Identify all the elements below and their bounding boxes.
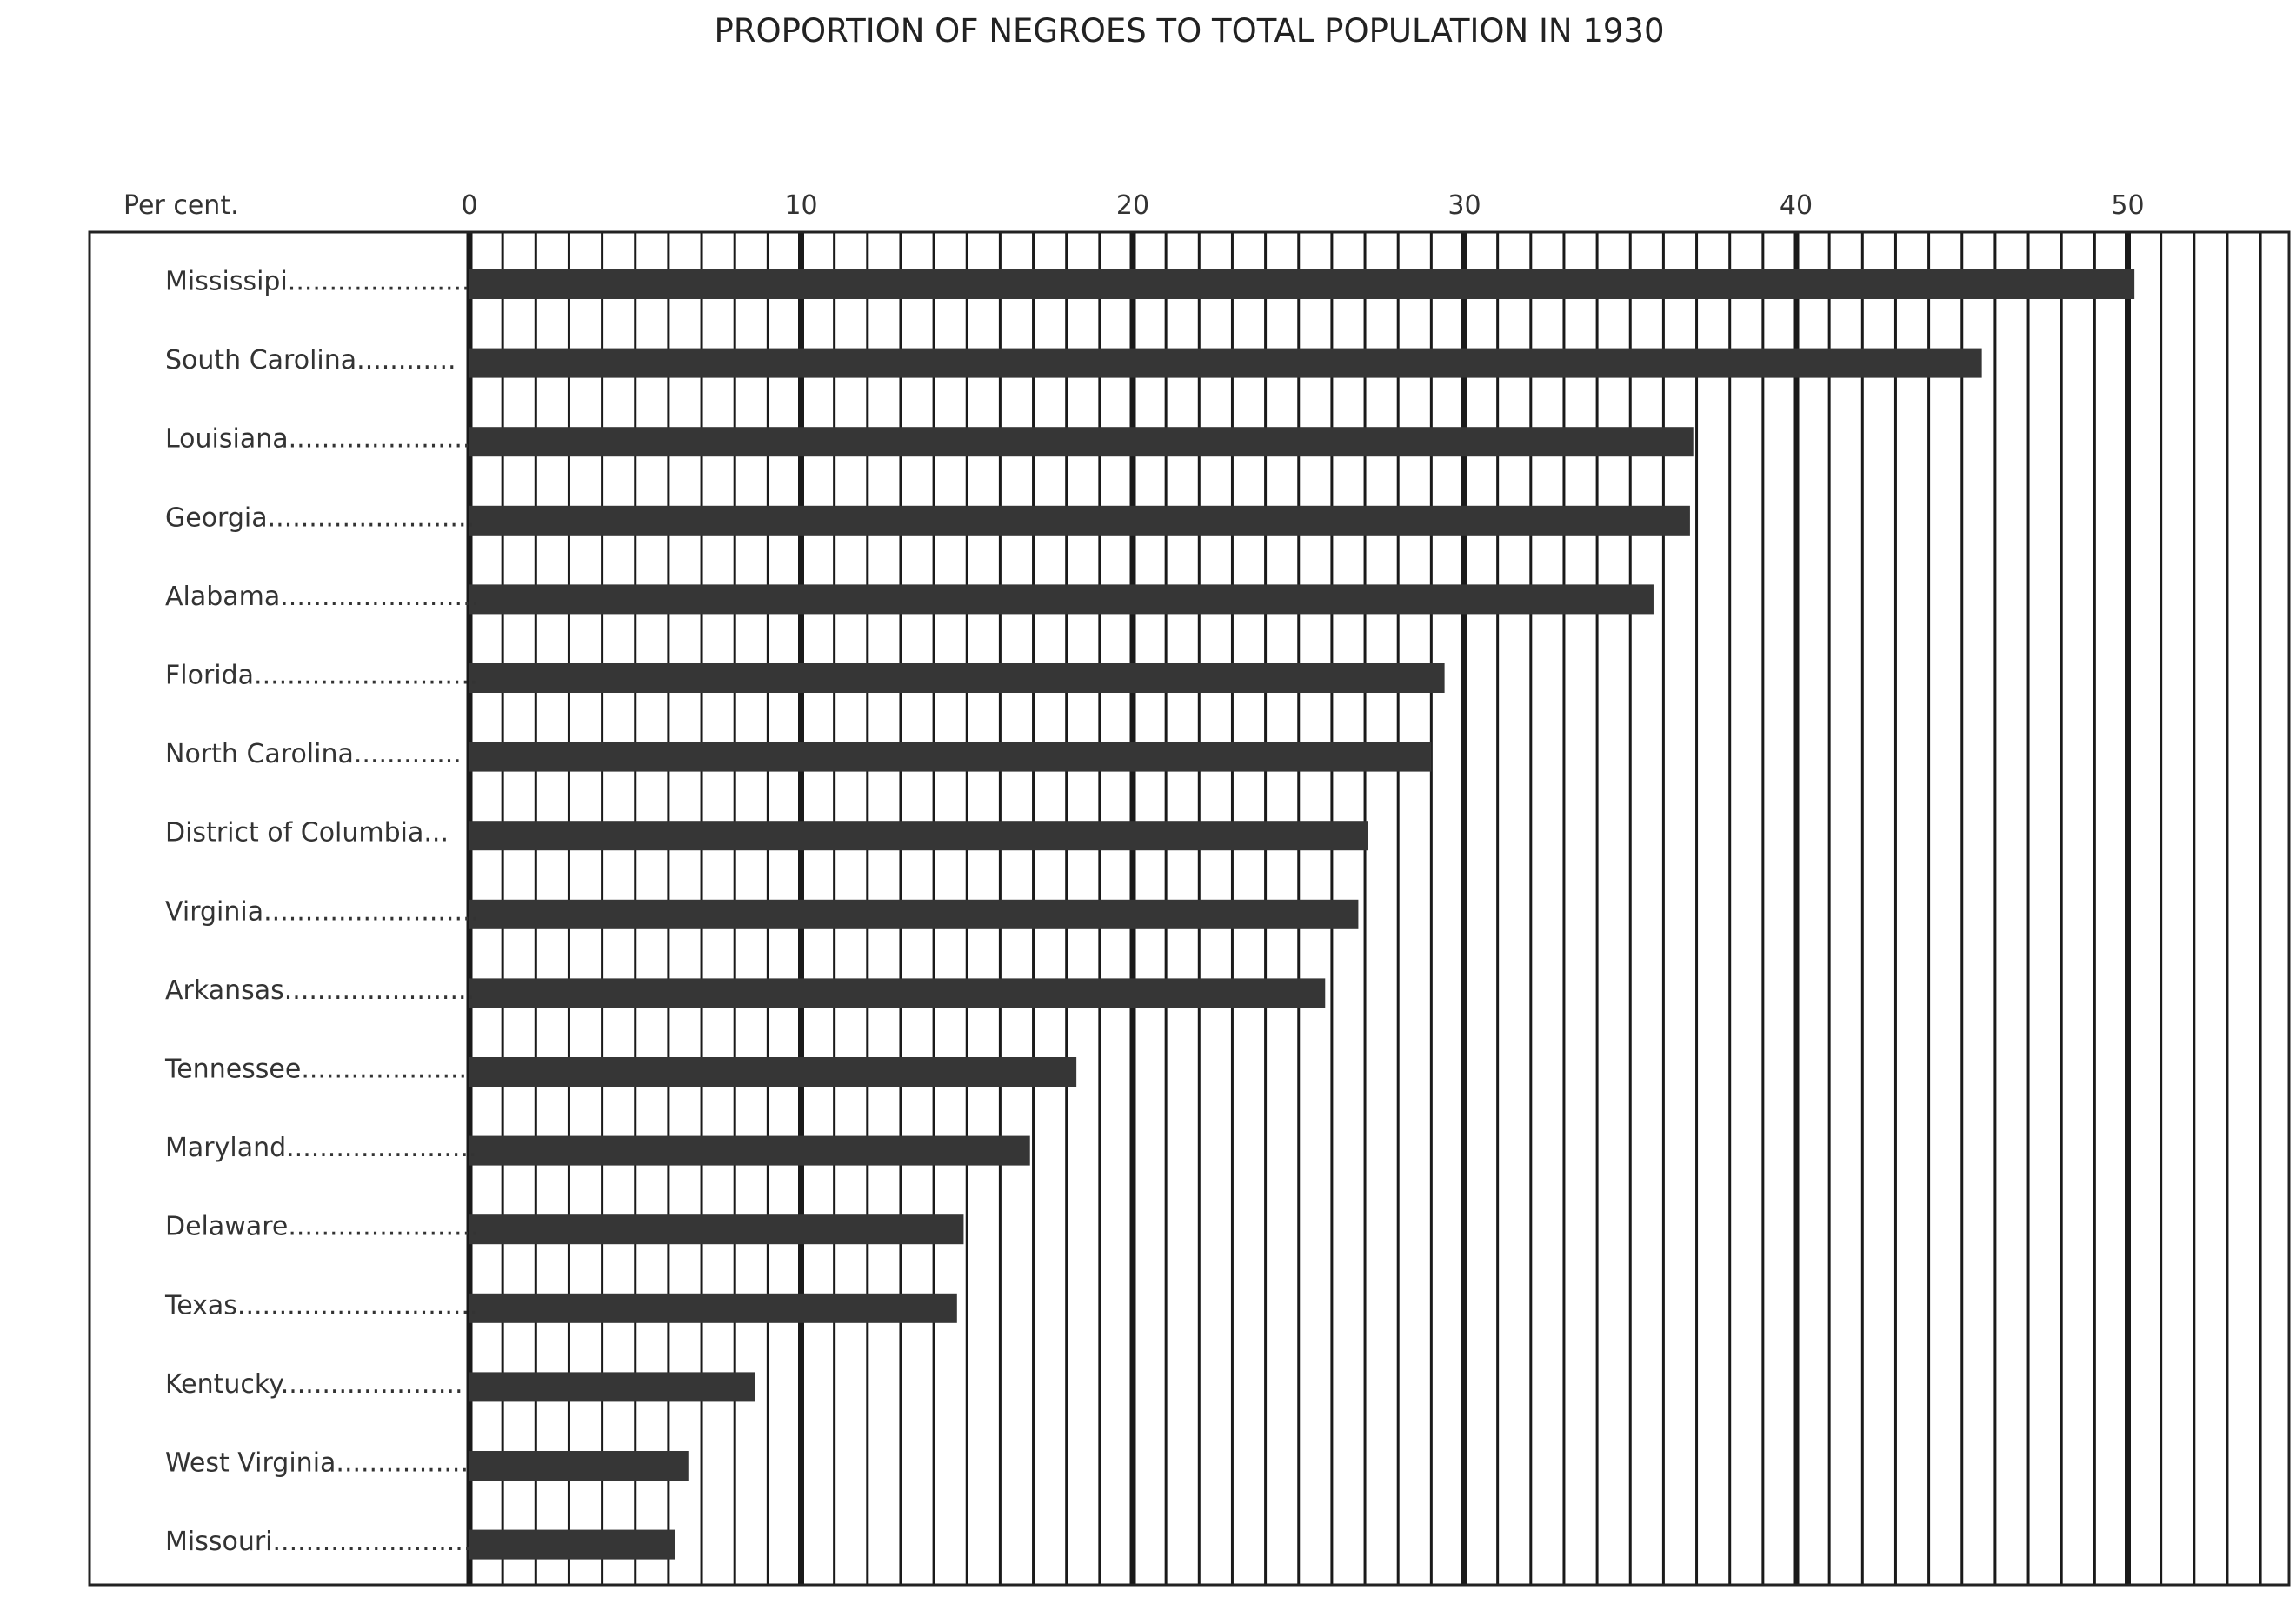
category-label: Texas............................. [164, 1290, 477, 1321]
bar [469, 1135, 1030, 1166]
plot-frame [88, 230, 2291, 1587]
x-tick-label: 10 [784, 190, 817, 221]
bars [469, 269, 2135, 1560]
category-label: Florida........................... [165, 661, 478, 691]
x-axis-label: Per cent. [123, 190, 239, 221]
x-tick-label: 40 [1780, 190, 1813, 221]
x-tick-label: 0 [461, 190, 477, 221]
category-label: Arkansas....................... [165, 975, 475, 1006]
category-labels: Mississipi...................... South Ca… [164, 267, 479, 1558]
category-label: Mississipi...................... [165, 267, 470, 297]
bar [469, 1214, 964, 1245]
bar [469, 1529, 675, 1560]
bar [469, 1293, 957, 1323]
bar [469, 1451, 689, 1481]
x-tick-label: 50 [2111, 190, 2144, 221]
bar [469, 427, 1694, 457]
x-axis-ticks: 0 10 20 30 40 50 [461, 190, 2144, 221]
bar [469, 269, 2135, 299]
category-label: Delaware....................... [165, 1212, 479, 1242]
category-label: West Virginia................ [165, 1448, 469, 1479]
bar [469, 584, 1654, 615]
bar [469, 821, 1368, 851]
category-label: Missouri........................ [165, 1527, 471, 1557]
category-label: Tennessee.................... [164, 1055, 467, 1085]
bar [469, 899, 1359, 929]
category-label: North Carolina............. [165, 739, 462, 769]
category-label: Alabama........................ [165, 582, 479, 612]
bar [469, 348, 1982, 378]
chart-title: PROPORTION OF NEGROES TO TOTAL POPULATIO… [715, 12, 1665, 50]
category-label: Louisiana...................... [165, 424, 470, 455]
bar [469, 742, 1432, 772]
bar [469, 978, 1326, 1008]
category-label: Virginia.......................... [165, 896, 479, 927]
x-tick-label: 20 [1116, 190, 1149, 221]
category-label: District of Columbia... [165, 818, 449, 848]
category-label: Kentucky...................... [165, 1369, 463, 1400]
category-label: Maryland....................... [165, 1133, 476, 1163]
bar [469, 1372, 755, 1402]
bar [469, 1057, 1077, 1087]
category-label: South Carolina............ [165, 345, 456, 376]
bar [469, 505, 1690, 536]
bar [469, 663, 1445, 693]
x-tick-label: 30 [1447, 190, 1481, 221]
category-label: Georgia......................... [165, 502, 475, 533]
